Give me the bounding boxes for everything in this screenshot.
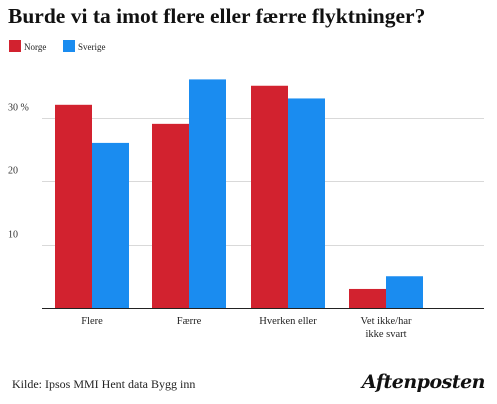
chart-title: Burde vi ta imot flere eller færre flykt…	[8, 4, 426, 28]
x-tick-label: Vet ikke/har	[360, 316, 412, 327]
x-tick-label: Hverken eller	[259, 316, 317, 327]
legend-label-sverige: Sverige	[78, 42, 106, 52]
bar-sverige-1	[189, 79, 226, 309]
legend-label-norge: Norge	[24, 42, 47, 52]
x-tick-label: Færre	[177, 316, 202, 327]
brand-logo: Aftenposten	[361, 371, 486, 393]
bar-norge-1	[152, 123, 189, 308]
y-tick-label: 10	[8, 230, 18, 241]
bar-norge-2	[251, 85, 288, 308]
bar-sverige-3	[386, 276, 423, 308]
x-tick-label: Flere	[81, 316, 103, 327]
bar-norge-0	[55, 104, 92, 308]
bar-sverige-0	[92, 142, 129, 308]
legend-swatch-norge	[9, 40, 21, 52]
bar-sverige-2	[288, 98, 325, 308]
source-note: Kilde: Ipsos MMI Hent data Bygg inn	[12, 377, 196, 391]
bar-norge-3	[349, 288, 386, 308]
legend-swatch-sverige	[63, 40, 75, 52]
y-tick-label: 20	[8, 166, 18, 177]
x-tick-label: ikke svart	[365, 329, 406, 340]
y-tick-label: 30 %	[8, 103, 29, 114]
legend-item-norge: Norge	[9, 40, 46, 52]
legend-item-sverige: Sverige	[63, 40, 106, 52]
